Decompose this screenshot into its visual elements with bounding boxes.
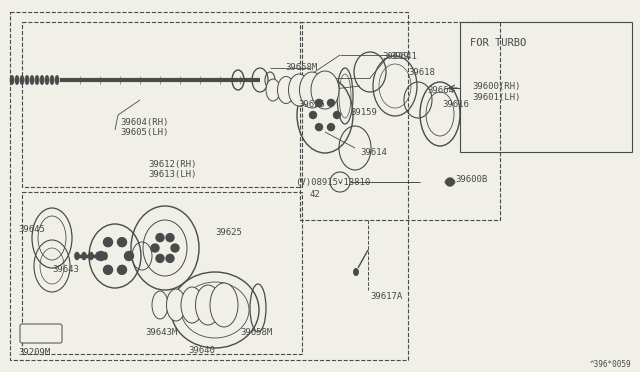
Text: 39616: 39616 xyxy=(442,100,469,109)
Text: 39625: 39625 xyxy=(215,228,242,237)
Text: 39640: 39640 xyxy=(188,346,215,355)
Ellipse shape xyxy=(15,76,19,84)
Text: 39641: 39641 xyxy=(390,52,417,61)
Circle shape xyxy=(151,244,159,252)
Ellipse shape xyxy=(50,76,54,84)
Ellipse shape xyxy=(55,76,59,84)
Circle shape xyxy=(310,112,317,119)
Ellipse shape xyxy=(81,252,86,260)
Text: 39658M: 39658M xyxy=(240,328,272,337)
Circle shape xyxy=(166,254,174,262)
Text: 39614: 39614 xyxy=(360,148,387,157)
Bar xyxy=(10,12,408,360)
Text: 39643M: 39643M xyxy=(145,328,177,337)
Ellipse shape xyxy=(20,76,24,84)
Text: 42: 42 xyxy=(310,190,321,199)
Text: V: V xyxy=(338,179,342,185)
Bar xyxy=(460,22,632,152)
Circle shape xyxy=(118,265,127,275)
Ellipse shape xyxy=(181,287,203,323)
Text: FOR TURBO: FOR TURBO xyxy=(470,38,526,48)
Ellipse shape xyxy=(45,76,49,84)
Ellipse shape xyxy=(166,289,186,321)
Ellipse shape xyxy=(266,79,280,101)
Ellipse shape xyxy=(195,285,221,325)
Ellipse shape xyxy=(40,76,44,84)
Circle shape xyxy=(166,234,174,241)
Text: 39612(RH): 39612(RH) xyxy=(148,160,196,169)
Circle shape xyxy=(316,99,323,106)
Text: 39643: 39643 xyxy=(52,265,79,274)
Text: 39209M: 39209M xyxy=(18,348,51,357)
Text: 39645: 39645 xyxy=(18,225,45,234)
Ellipse shape xyxy=(10,76,14,84)
Circle shape xyxy=(328,124,335,131)
Text: 39601(LH): 39601(LH) xyxy=(472,93,520,102)
Bar xyxy=(22,22,302,187)
Circle shape xyxy=(333,112,340,119)
Text: (V)08915-13810: (V)08915-13810 xyxy=(295,178,371,187)
Text: 39617A: 39617A xyxy=(370,292,403,301)
Ellipse shape xyxy=(25,76,29,84)
Ellipse shape xyxy=(35,76,39,84)
Circle shape xyxy=(446,178,454,186)
Ellipse shape xyxy=(95,252,100,260)
Bar xyxy=(300,22,500,220)
Text: 39600(RH): 39600(RH) xyxy=(472,82,520,91)
Text: 39159: 39159 xyxy=(350,108,377,117)
Circle shape xyxy=(97,251,106,260)
Circle shape xyxy=(316,124,323,131)
Bar xyxy=(22,192,302,354)
Circle shape xyxy=(118,238,127,247)
FancyBboxPatch shape xyxy=(20,324,62,343)
Text: 39658M: 39658M xyxy=(285,63,317,72)
Ellipse shape xyxy=(152,291,168,319)
Circle shape xyxy=(328,99,335,106)
Ellipse shape xyxy=(210,283,238,327)
Text: 39613(LH): 39613(LH) xyxy=(148,170,196,179)
Text: 39618: 39618 xyxy=(408,68,435,77)
Text: 39604(RH): 39604(RH) xyxy=(120,118,168,127)
Ellipse shape xyxy=(30,76,34,84)
Circle shape xyxy=(104,265,113,275)
Ellipse shape xyxy=(289,74,310,106)
Ellipse shape xyxy=(88,252,93,260)
Text: 39664: 39664 xyxy=(427,86,454,95)
Circle shape xyxy=(171,244,179,252)
Text: 39605(LH): 39605(LH) xyxy=(120,128,168,137)
Ellipse shape xyxy=(102,252,108,260)
Text: 39619: 39619 xyxy=(382,52,409,61)
Ellipse shape xyxy=(311,71,339,109)
Circle shape xyxy=(125,251,134,260)
Ellipse shape xyxy=(74,252,79,260)
Ellipse shape xyxy=(278,77,294,103)
Ellipse shape xyxy=(300,72,324,108)
Ellipse shape xyxy=(353,268,359,276)
Circle shape xyxy=(104,238,113,247)
Text: 39625: 39625 xyxy=(298,100,325,109)
Circle shape xyxy=(156,234,164,241)
Text: ^396*0059: ^396*0059 xyxy=(590,360,632,369)
Text: 39600B: 39600B xyxy=(455,175,487,184)
Circle shape xyxy=(156,254,164,262)
